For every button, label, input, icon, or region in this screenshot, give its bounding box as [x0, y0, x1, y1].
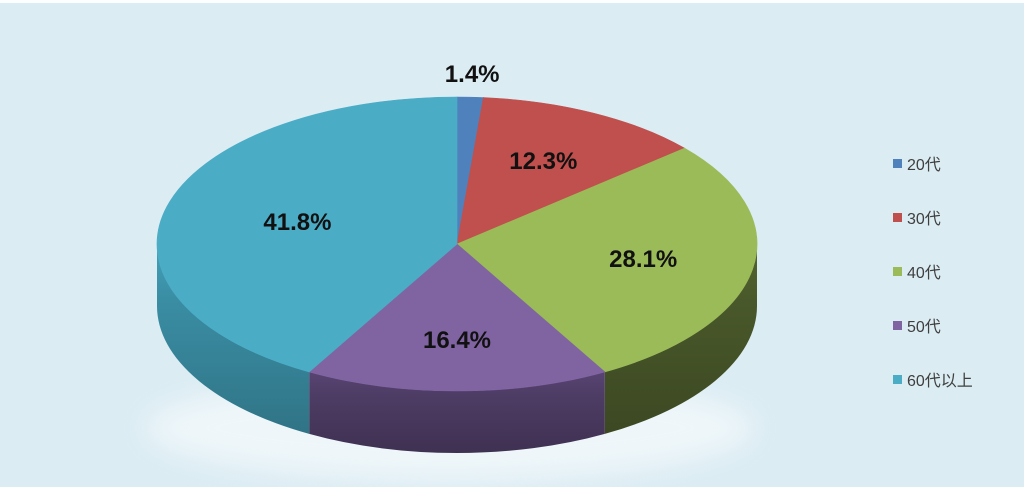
slice-percent-label-60s-plus: 41.8% [263, 209, 332, 237]
legend-swatch-20s [893, 158, 902, 168]
legend-label-60s-plus: 60代以上 [907, 373, 973, 390]
legend-item-40s: 40代 [893, 244, 973, 298]
slice-percent-label-40s: 28.1% [609, 245, 678, 273]
slice-percent-label-20s: 1.4% [444, 61, 500, 89]
top-edge-strip [0, 0, 1024, 3]
legend-swatch-30s [893, 212, 902, 222]
legend-item-20s: 20代 [893, 136, 973, 190]
legend: 20代 30代 40代 50代 60代以上 [893, 136, 973, 406]
slice-percent-label-50s: 16.4% [422, 327, 492, 355]
legend-label-50s: 50代 [907, 319, 941, 336]
legend-item-50s: 50代 [893, 298, 973, 352]
legend-swatch-60s-plus [893, 374, 902, 384]
legend-label-40s: 40代 [907, 265, 941, 282]
legend-item-60s-plus: 60代以上 [893, 352, 973, 406]
legend-item-30s: 30代 [893, 190, 973, 244]
slice-percent-label-30s: 12.3% [509, 147, 578, 175]
legend-swatch-50s [893, 320, 902, 330]
legend-swatch-40s [893, 266, 902, 276]
legend-label-30s: 30代 [907, 211, 941, 228]
legend-label-20s: 20代 [907, 157, 941, 174]
